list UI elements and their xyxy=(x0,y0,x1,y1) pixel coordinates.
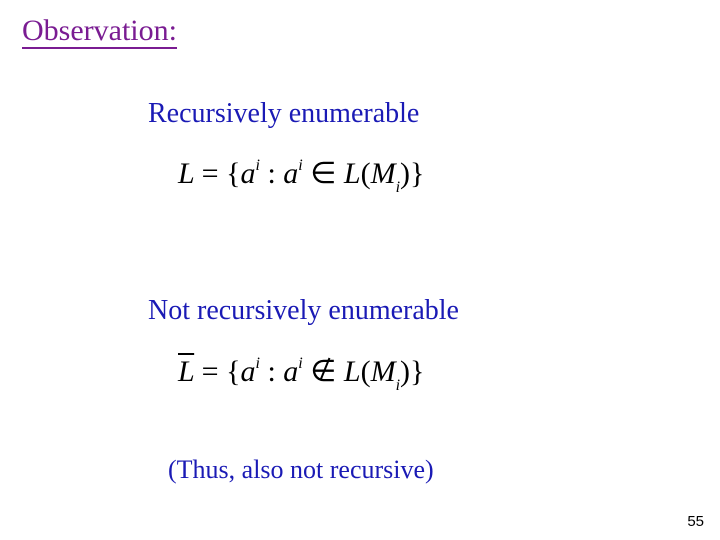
section-heading-not-re: Not recursively enumerable xyxy=(148,295,459,327)
formula-L-complement: L = {ai : ai ∈ L(Mi)} xyxy=(178,354,424,393)
formula-L: L = {ai : ai ∈ L(Mi)} xyxy=(178,156,424,195)
section-heading-re: Recursively enumerable xyxy=(148,98,419,130)
footnote-text: (Thus, also not recursive) xyxy=(168,455,434,485)
page-number: 55 xyxy=(687,513,704,530)
slide-title: Observation: xyxy=(22,14,177,49)
